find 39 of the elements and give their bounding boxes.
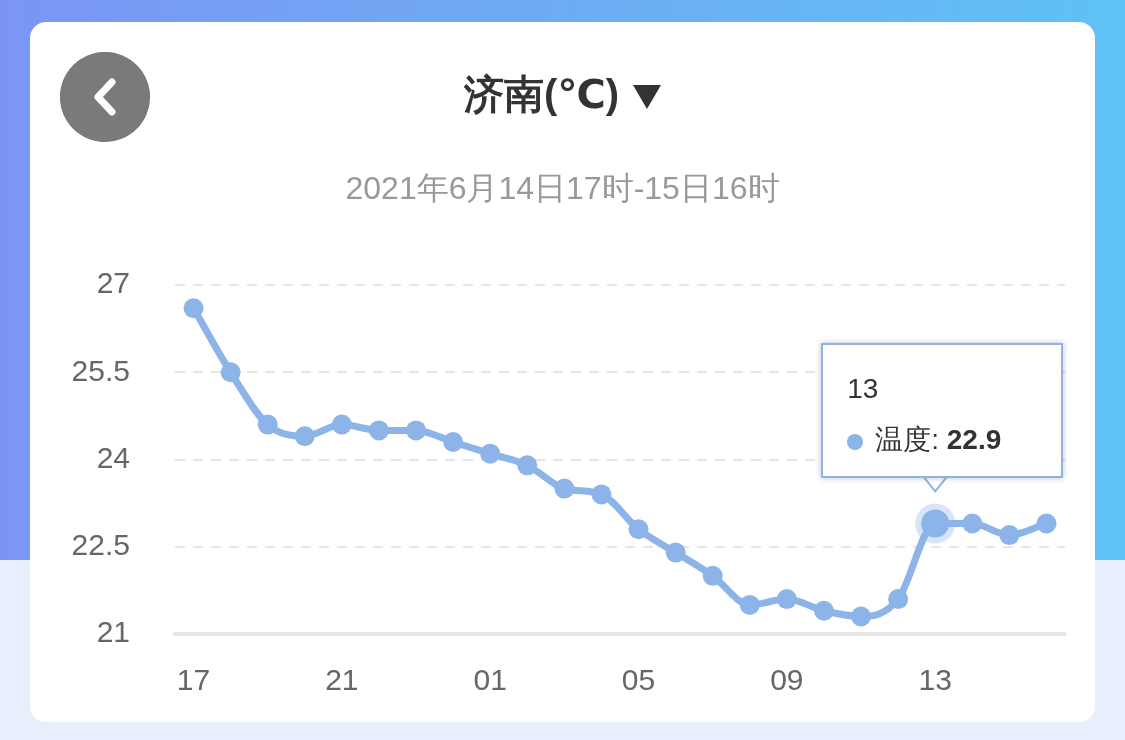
point — [851, 606, 872, 627]
point — [665, 542, 686, 563]
x-tick-label: 05 — [621, 663, 656, 697]
point — [999, 525, 1020, 546]
point — [517, 455, 538, 476]
data-label: 22.9 — [946, 424, 1002, 456]
y-tick-label: 24 — [96, 440, 130, 474]
point — [220, 362, 241, 383]
point — [591, 484, 612, 505]
point — [702, 565, 723, 586]
x-tick-label: 21 — [325, 663, 359, 697]
point — [406, 420, 427, 441]
point — [628, 519, 649, 540]
point — [257, 414, 278, 435]
point — [480, 443, 501, 464]
point — [443, 432, 464, 453]
point — [368, 420, 389, 441]
chart-subtitle: 2021年6月14日17时-15日16时 — [344, 169, 781, 208]
x-tick-label: 01 — [473, 663, 507, 697]
y-tick-label: 25.5 — [71, 353, 130, 387]
point — [739, 594, 760, 615]
annotation: 13 — [847, 373, 879, 406]
point — [1036, 513, 1057, 534]
y-tick-label: 27 — [96, 266, 130, 300]
x-tick-label: 17 — [176, 663, 211, 697]
point — [554, 478, 575, 499]
point — [813, 600, 834, 621]
point — [776, 589, 797, 610]
point — [888, 589, 909, 610]
x-tick-label: 09 — [770, 663, 804, 697]
point — [962, 513, 983, 534]
point — [183, 298, 204, 319]
legend-label: 温度: — [875, 424, 939, 456]
chart-title: 济南(℃) — [463, 72, 620, 116]
point — [294, 426, 315, 447]
y-tick-label: 22.5 — [71, 528, 130, 562]
y-tick-label: 21 — [96, 615, 130, 649]
x-tick-label: 13 — [918, 663, 952, 697]
point — [331, 414, 352, 435]
